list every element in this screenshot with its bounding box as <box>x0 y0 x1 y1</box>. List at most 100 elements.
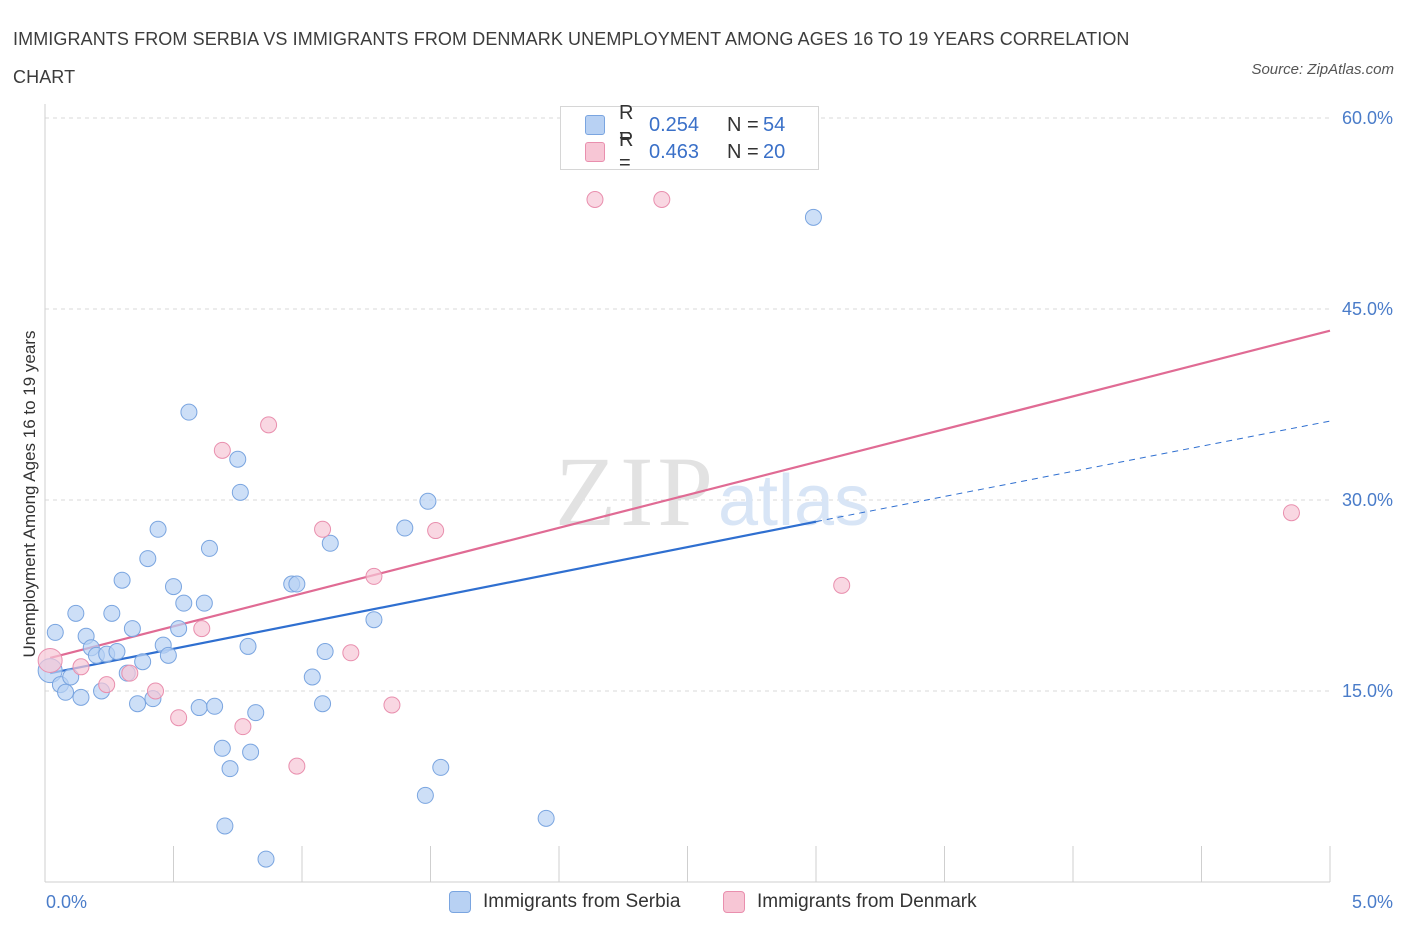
point-serbia <box>221 760 239 778</box>
point-serbia <box>72 688 90 706</box>
chart-title: IMMIGRANTS FROM SERBIA VS IMMIGRANTS FRO… <box>13 29 1130 87</box>
point-serbia <box>139 550 157 568</box>
point-denmark <box>72 658 90 676</box>
series-legend-serbia[interactable]: Immigrants from Serbia <box>449 889 680 915</box>
point-serbia <box>123 620 141 638</box>
grid-lines <box>45 117 1330 692</box>
trend-line-serbia <box>49 520 817 675</box>
point-serbia <box>149 520 167 538</box>
y-tick-label: 15.0% <box>1342 681 1393 701</box>
point-denmark <box>121 664 139 682</box>
legend-row-serbia: R = 0.254 N = 54 <box>585 102 786 147</box>
point-serbia <box>239 637 257 655</box>
point-denmark <box>98 676 116 694</box>
legend-n-label: N = <box>727 113 759 136</box>
point-serbia <box>159 646 177 664</box>
data-points <box>37 190 1300 868</box>
trend-lines <box>49 329 1331 675</box>
point-serbia <box>113 571 131 589</box>
point-denmark <box>342 644 360 662</box>
point-serbia <box>206 697 224 715</box>
y-tick-label: 60.0% <box>1342 108 1393 128</box>
point-serbia <box>195 594 213 612</box>
legend-n-value: 54 <box>763 113 786 136</box>
point-serbia <box>396 519 414 537</box>
point-denmark <box>653 190 671 208</box>
series-label-serbia: Immigrants from Serbia <box>483 891 681 912</box>
legend-n-label: N = <box>727 140 759 163</box>
x-tick-label: 0.0% <box>46 892 87 912</box>
point-denmark <box>1282 504 1300 522</box>
point-serbia <box>247 704 265 722</box>
point-serbia <box>231 483 249 501</box>
legend-r-label: R = <box>619 129 634 174</box>
point-serbia <box>303 668 321 686</box>
point-serbia <box>175 594 193 612</box>
point-denmark <box>427 522 445 540</box>
point-denmark <box>170 709 188 727</box>
point-denmark <box>314 520 332 538</box>
point-serbia <box>229 450 247 468</box>
point-denmark <box>365 567 383 585</box>
point-serbia <box>316 643 334 661</box>
stats-legend: R = 0.254 N = 54 R = 0.463 N = 20 <box>560 102 819 174</box>
legend-r-value: 0.254 <box>649 113 700 136</box>
point-denmark <box>586 190 604 208</box>
series-swatch-denmark <box>723 891 745 913</box>
trend-line-denmark <box>49 329 1331 659</box>
point-serbia <box>180 403 198 421</box>
point-serbia <box>321 534 339 552</box>
point-serbia <box>365 611 383 629</box>
point-serbia <box>190 699 208 717</box>
point-serbia <box>67 604 85 622</box>
point-denmark <box>37 647 63 673</box>
y-tick-label: 45.0% <box>1342 299 1393 319</box>
point-serbia <box>108 643 126 661</box>
point-serbia <box>46 623 64 641</box>
legend-swatch-denmark <box>585 142 605 162</box>
point-denmark <box>234 718 252 736</box>
point-denmark <box>288 757 306 775</box>
point-serbia <box>165 578 182 596</box>
trend-line-serbia-extension <box>815 420 1331 523</box>
legend-n-value: 20 <box>763 140 786 163</box>
y-tick-label: 30.0% <box>1342 490 1393 510</box>
point-denmark <box>213 441 231 459</box>
point-serbia <box>170 620 188 638</box>
point-denmark <box>383 696 401 714</box>
point-denmark <box>193 620 211 638</box>
point-denmark <box>260 416 278 434</box>
series-label-denmark: Immigrants from Denmark <box>757 891 977 912</box>
x-tick-label: 5.0% <box>1352 892 1393 912</box>
point-serbia <box>257 850 275 868</box>
watermark-zip: ZIP <box>555 436 717 547</box>
watermark-atlas: atlas <box>718 461 870 541</box>
point-serbia <box>57 683 75 701</box>
point-serbia <box>432 758 450 776</box>
point-serbia <box>314 695 332 713</box>
legend-row-denmark: R = 0.463 N = 20 <box>585 129 786 174</box>
point-serbia <box>288 575 306 593</box>
legend-r-value: 0.463 <box>649 140 700 163</box>
point-denmark <box>147 682 165 700</box>
point-serbia <box>804 208 822 226</box>
legend-r-label: R = <box>619 102 634 147</box>
point-serbia <box>537 809 555 827</box>
point-serbia <box>200 539 218 557</box>
point-serbia <box>62 668 80 686</box>
point-serbia <box>213 739 231 757</box>
point-serbia <box>103 604 121 622</box>
point-denmark <box>833 576 851 594</box>
point-serbia <box>416 786 434 804</box>
point-serbia <box>134 653 152 671</box>
axes <box>44 104 1331 883</box>
legend-swatch-serbia <box>585 115 605 135</box>
source-label: Source: ZipAtlas.com <box>1251 61 1394 78</box>
point-serbia <box>242 743 260 761</box>
series-legend-denmark[interactable]: Immigrants from Denmark <box>723 889 977 915</box>
y-axis-label: Unemployment Among Ages 16 to 19 years <box>20 331 39 658</box>
tick-labels: 15.0% 30.0% 45.0% 60.0% 0.0% 5.0% <box>46 108 1393 912</box>
point-serbia <box>419 492 437 510</box>
series-swatch-serbia <box>449 891 471 913</box>
